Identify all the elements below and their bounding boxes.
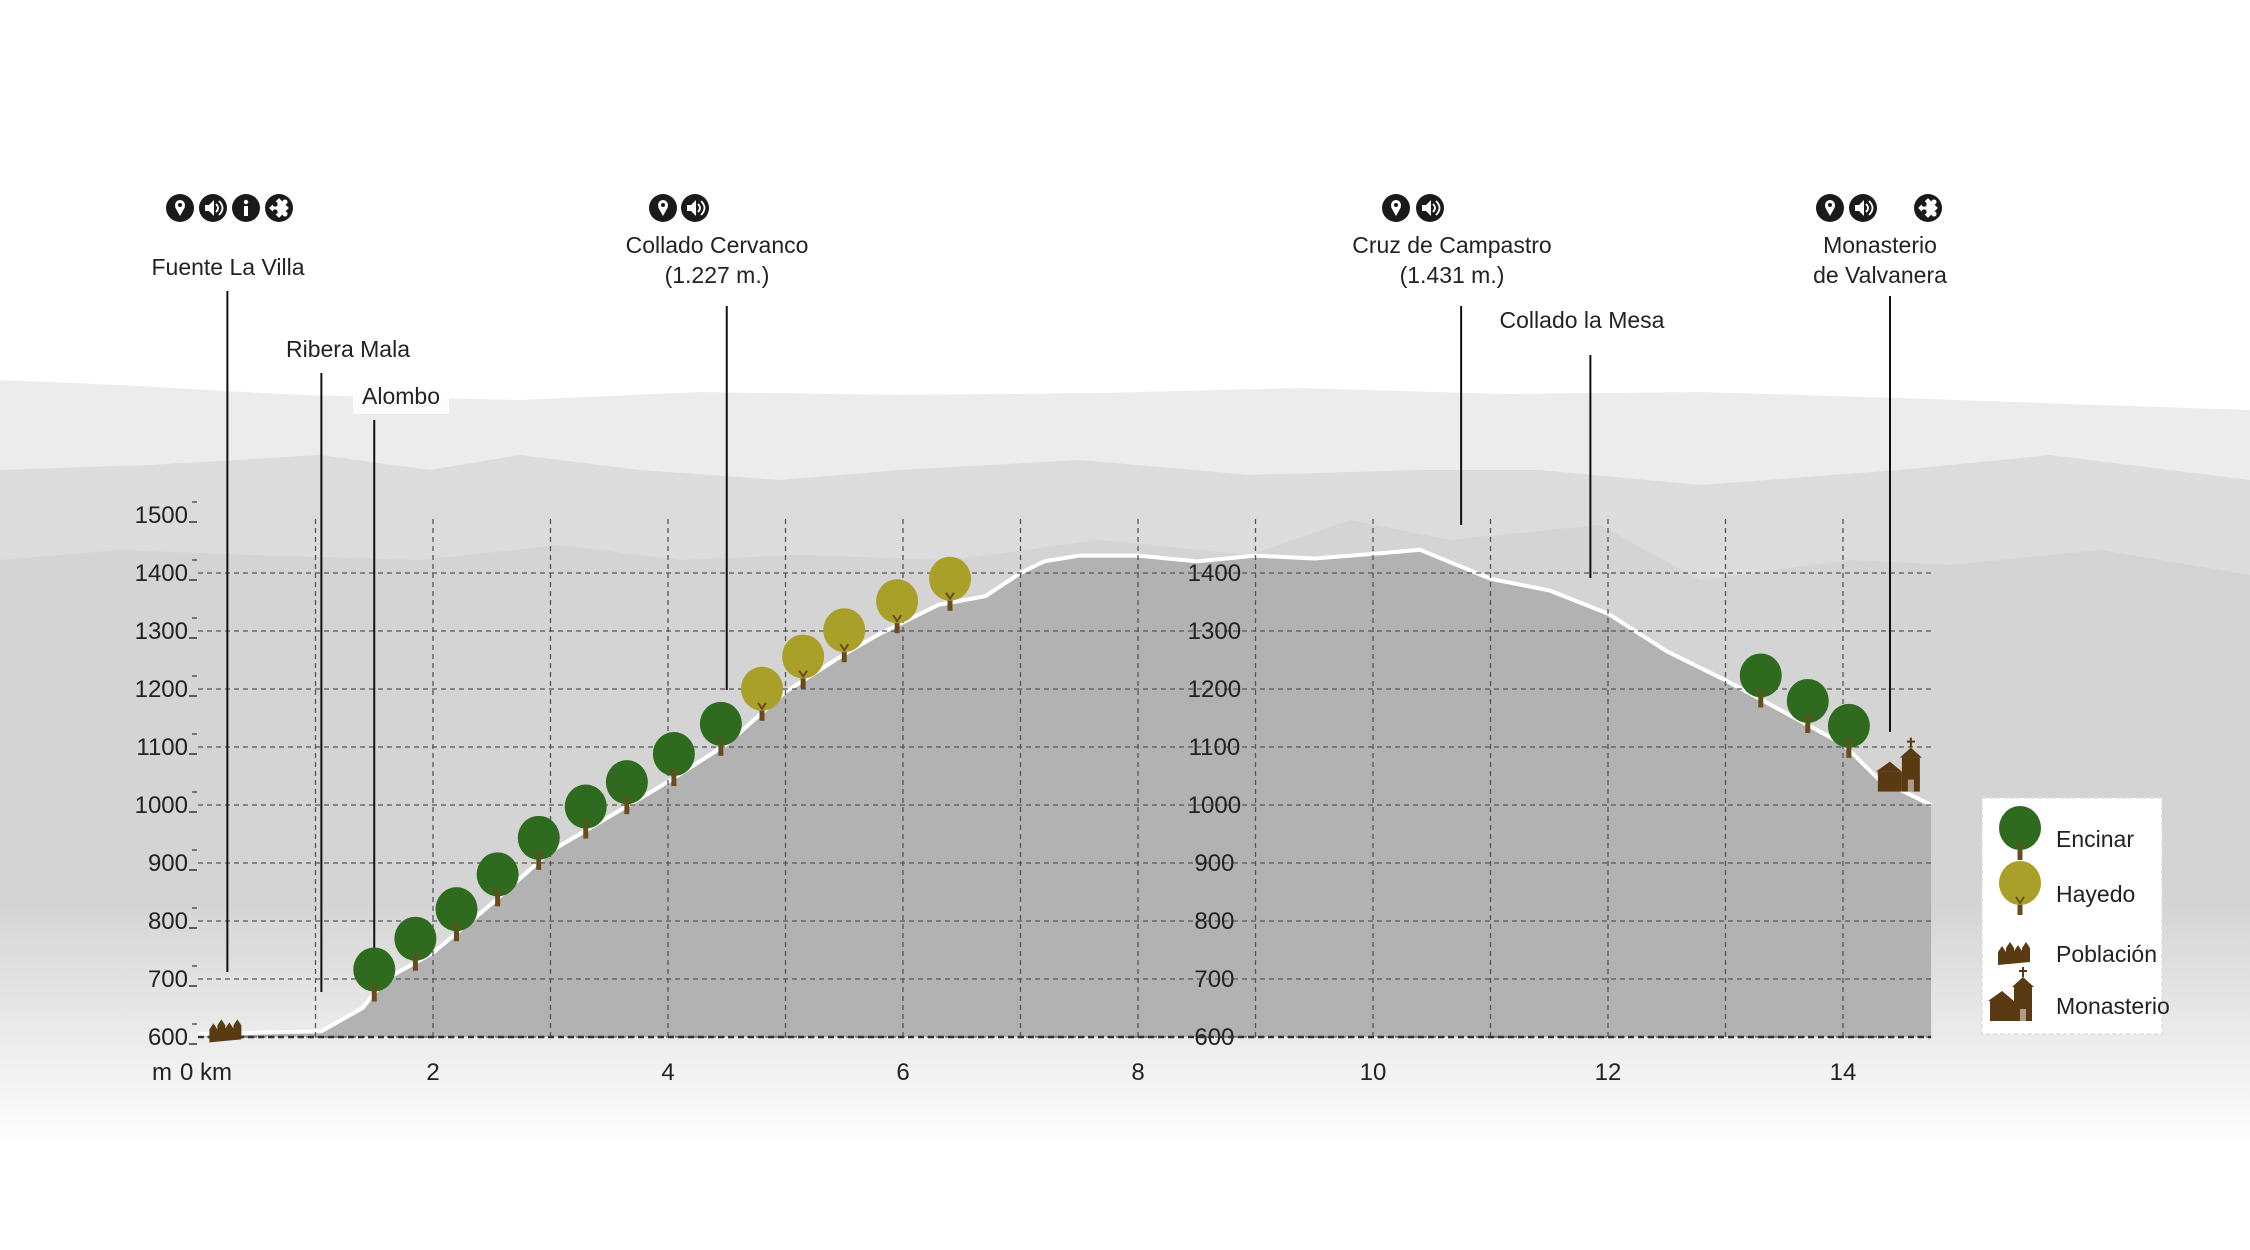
y-axis-unit-label: m — [152, 1059, 172, 1086]
y-tick-label: 900 — [148, 850, 188, 877]
puzzle-icon — [265, 194, 293, 222]
pin-icon — [649, 194, 677, 222]
audio-icon — [199, 194, 227, 222]
waypoint-name: Cruz de Campastro — [1352, 232, 1551, 258]
grid-value-label: 1100 — [1189, 734, 1241, 761]
y-tick-label: 800 — [148, 908, 188, 935]
hayedo-legend-icon — [1999, 861, 2041, 915]
waypoint: Cruz de Campastro (1.431 m.) — [1343, 194, 1561, 525]
waypoint-label-box — [614, 225, 820, 289]
encinar-tree-icon — [699, 701, 742, 756]
legend-item: Monasterio — [1988, 967, 2170, 1021]
monasterio-icon — [1875, 737, 1922, 792]
encinar-legend-icon — [1999, 806, 2041, 860]
x-tick-label: 8 — [1131, 1059, 1144, 1086]
legend-item: Encinar — [1999, 806, 2134, 860]
encinar-tree-icon — [1739, 653, 1782, 708]
waypoint-name: Collado Cervanco — [626, 232, 809, 258]
legend-label: Encinar — [2056, 826, 2134, 852]
x-tick-label: 0 km — [180, 1059, 232, 1086]
grid-value-label: 800 — [1194, 908, 1234, 935]
waypoint-name: Fuente La Villa — [151, 254, 304, 280]
waypoint-label-box — [1343, 225, 1561, 289]
x-tick-label: 6 — [896, 1059, 909, 1086]
elevation-line — [197, 547, 1932, 1037]
elevation-area — [198, 549, 1932, 1037]
encinar-tree-icon — [394, 916, 437, 971]
x-tick-label: 12 — [1595, 1059, 1622, 1086]
waypoint-name: Ribera Mala — [286, 336, 410, 362]
waypoint: Ribera Mala — [272, 329, 424, 992]
legend-label: Hayedo — [2056, 881, 2135, 907]
waypoint-label-box — [130, 247, 326, 285]
hayedo-tree-icon — [929, 556, 971, 611]
waypoint-subtitle: (1.431 m.) — [1400, 262, 1505, 288]
waypoint-label-box — [1484, 300, 1680, 338]
monasterio-legend-icon — [1988, 967, 2034, 1021]
audio-icon — [1849, 194, 1877, 222]
puzzle-icon — [1914, 194, 1942, 222]
y-tick-label: 1400 — [135, 560, 188, 587]
grid-value-label: 900 — [1194, 850, 1234, 877]
hayedo-tree-icon — [741, 666, 783, 721]
encinar-tree-icon — [605, 760, 648, 815]
pin-icon — [1382, 194, 1410, 222]
pin-icon — [166, 194, 194, 222]
y-tick-label: 1100 — [136, 734, 188, 761]
grid-value-label: 1400 — [1188, 560, 1241, 587]
waypoint-label-box — [1799, 225, 1961, 289]
encinar-tree-icon — [353, 947, 396, 1002]
waypoint: Monasterio de Valvanera — [1799, 194, 1961, 732]
legend-item: Hayedo — [1999, 861, 2135, 915]
poblacion-icon — [209, 1019, 242, 1043]
waypoint: Collado Cervanco (1.227 m.) — [614, 194, 820, 690]
x-tick-label: 2 — [426, 1059, 439, 1086]
grid-value-label: 1000 — [1188, 792, 1241, 819]
waypoint-label-box — [272, 329, 424, 367]
y-tick-label: 600 — [148, 1024, 188, 1051]
hayedo-tree-icon — [876, 579, 919, 634]
grid-value-label: 700 — [1194, 966, 1234, 993]
y-tick-label: 1000 — [135, 792, 188, 819]
x-tick-label: 10 — [1360, 1059, 1387, 1086]
x-tick-label: 4 — [661, 1059, 674, 1086]
legend-label: Población — [2056, 941, 2157, 967]
y-tick-label: 1300 — [135, 618, 188, 645]
encinar-tree-icon — [564, 784, 607, 839]
waypoint-name: Alombo — [362, 383, 440, 409]
hayedo-tree-icon — [782, 634, 825, 689]
waypoint: Alombo — [353, 376, 449, 952]
y-tick-label: 1500 — [135, 502, 188, 529]
waypoint-label-box — [353, 376, 449, 414]
waypoint: Fuente La Villa — [130, 194, 326, 972]
audio-icon — [681, 194, 709, 222]
grid-value-label: 1200 — [1188, 676, 1241, 703]
encinar-tree-icon — [1786, 678, 1829, 733]
encinar-tree-icon — [435, 887, 478, 942]
pin-icon — [1816, 194, 1844, 222]
encinar-tree-icon — [652, 732, 695, 787]
encinar-tree-icon — [517, 815, 560, 870]
info-icon — [232, 194, 260, 222]
waypoint-subtitle: de Valvanera — [1813, 262, 1947, 288]
legend-label: Monasterio — [2056, 993, 2170, 1019]
hayedo-tree-icon — [823, 608, 866, 663]
audio-icon — [1416, 194, 1444, 222]
waypoint: Collado la Mesa — [1484, 300, 1680, 578]
y-tick-label: 700 — [148, 966, 188, 993]
waypoint-subtitle: (1.227 m.) — [665, 262, 770, 288]
encinar-tree-icon — [476, 852, 519, 907]
encinar-tree-icon — [1827, 703, 1870, 758]
grid-value-label: 1300 — [1188, 618, 1241, 645]
x-tick-label: 14 — [1830, 1059, 1857, 1086]
y-tick-label: 1200 — [135, 676, 188, 703]
waypoint-name: Collado la Mesa — [1500, 307, 1665, 333]
legend-item: Población — [1998, 941, 2157, 967]
poblacion-legend-icon — [1998, 942, 2030, 965]
waypoint-name: Monasterio — [1823, 232, 1937, 258]
